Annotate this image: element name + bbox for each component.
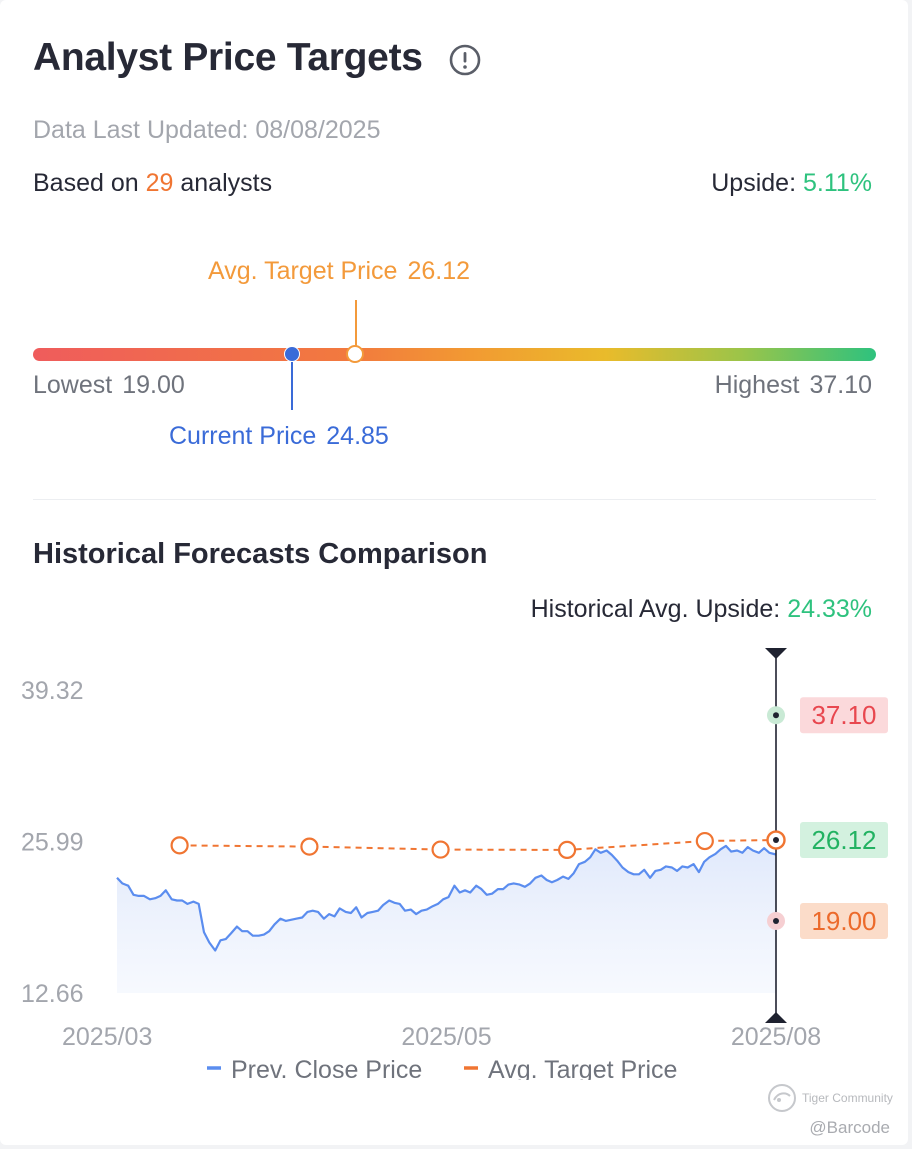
current-price-marker xyxy=(284,346,300,362)
y-tick-label-1: 25.99 xyxy=(21,829,84,857)
based-prefix: Based on xyxy=(33,169,139,197)
section-divider xyxy=(33,499,876,500)
lowest-label-text: Lowest xyxy=(33,371,113,399)
upside-label: Upside: xyxy=(711,169,797,197)
avg-target-value: 26.12 xyxy=(407,257,471,285)
avg-target-label: Avg. Target Price 26.12 xyxy=(208,257,470,286)
price-area-fill xyxy=(117,845,776,993)
historical-upside-value: 24.33% xyxy=(787,595,872,623)
x-tick-label-2: 2025/08 xyxy=(731,1023,821,1051)
marker-tag-bg-1 xyxy=(800,822,888,859)
upside-value: 5.11% xyxy=(802,169,872,197)
marker-tag-label-1: 26.12 xyxy=(811,825,876,855)
highest-target-label: Highest 37.10 xyxy=(715,371,872,400)
avg-target-connector xyxy=(355,300,357,348)
highest-value: 37.10 xyxy=(809,371,872,399)
avg-target-marker xyxy=(346,345,364,363)
x-tick-label-0: 2025/03 xyxy=(62,1023,152,1051)
avg-target-point-2 xyxy=(431,840,450,859)
historical-upside-label: Historical Avg. Upside: xyxy=(530,595,781,623)
marker-center-0 xyxy=(773,712,779,719)
current-price-label: Current Price 24.85 xyxy=(169,422,389,451)
lowest-target-label: Lowest 19.00 xyxy=(33,371,185,400)
analyst-count-text: Based on 29 analysts xyxy=(33,169,272,198)
watermark-handle: @Barcode xyxy=(809,1118,890,1137)
y-tick-label-2: 12.66 xyxy=(21,980,84,1008)
marker-tag-label-2: 19.00 xyxy=(811,906,876,936)
legend-label-prev-close: Prev. Close Price xyxy=(231,1056,422,1080)
marker-tag-label-0: 37.10 xyxy=(811,700,876,730)
avg-target-point-4 xyxy=(695,831,714,851)
avg-target-label-text: Avg. Target Price xyxy=(208,257,398,285)
highest-label-text: Highest xyxy=(714,371,800,399)
upside-text: Upside: 5.11% xyxy=(711,169,872,198)
y-tick-label-0: 39.32 xyxy=(21,677,84,705)
avg-target-price-line xyxy=(179,839,777,851)
historical-upside-text: Historical Avg. Upside: 24.33% xyxy=(531,595,872,624)
current-price-value: 24.85 xyxy=(326,422,389,450)
page-title: Analyst Price Targets xyxy=(33,36,423,79)
marker-tag-bg-2 xyxy=(800,902,888,939)
legend-label-avg-target: Avg. Target Price xyxy=(488,1056,677,1080)
current-price-connector xyxy=(291,362,293,410)
x-tick-label-1: 2025/05 xyxy=(401,1023,491,1051)
avg-target-point-1 xyxy=(300,837,319,856)
marker-tag-bg-0 xyxy=(800,697,888,734)
crosshair-top-triangle xyxy=(765,648,787,659)
tiger-logo-icon xyxy=(768,1084,796,1112)
info-icon[interactable] xyxy=(448,43,482,77)
price-range-gauge xyxy=(33,348,876,361)
historical-forecast-chart[interactable]: 39.32 25.99 12.66 37.10 26.12 19.00 2025/03 202… xyxy=(0,640,908,1080)
current-price-label-text: Current Price xyxy=(169,422,317,450)
historical-section-title: Historical Forecasts Comparison xyxy=(33,538,488,570)
watermark-brand: Tiger Community xyxy=(802,1091,893,1105)
prev-close-price-line xyxy=(116,844,777,952)
crosshair-bottom-triangle xyxy=(765,1012,787,1023)
avg-target-point-0 xyxy=(170,836,189,855)
based-suffix: analysts xyxy=(180,169,273,197)
analyst-count: 29 xyxy=(145,169,174,197)
marker-center-2 xyxy=(773,917,779,924)
avg-target-point-3 xyxy=(557,840,577,860)
lowest-value: 19.00 xyxy=(122,371,185,399)
last-updated-text: Data Last Updated: 08/08/2025 xyxy=(33,116,381,144)
marker-center-1 xyxy=(773,837,779,844)
